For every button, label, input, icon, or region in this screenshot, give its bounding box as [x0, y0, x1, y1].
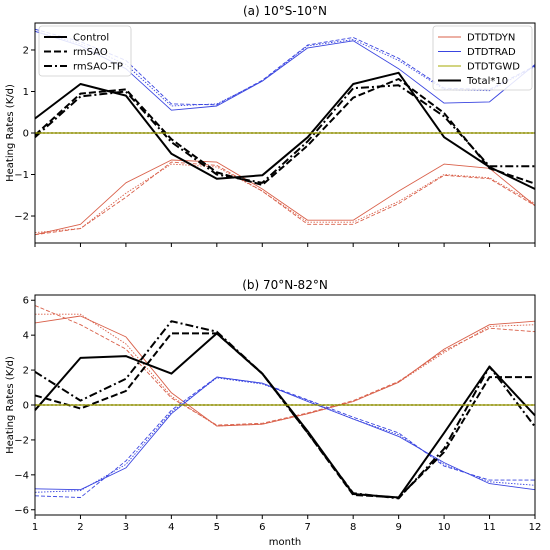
- panel-a-line-dtdtdyn-control: [34, 159, 536, 236]
- panel-b-line-dtdtdyn-rmsao-tp: [35, 313, 536, 427]
- panel-b-xtick-label: 11: [483, 522, 496, 533]
- panel-a-ytick-label: −2: [14, 212, 29, 223]
- panel-b-xtick-label: 10: [438, 522, 451, 533]
- panel-b-xtick-label: 5: [214, 522, 220, 533]
- panel-b-xtick-label: 12: [529, 522, 542, 533]
- legend-components-box: [432, 25, 533, 91]
- legend-components: DTDTDYN DTDTRAD DTDTGWD Total*10: [432, 25, 533, 91]
- panel-b-line-total-x10-rmsao-tp: [34, 320, 536, 500]
- panel-a-ytick-label: −1: [14, 170, 29, 181]
- panel-a-plot-area: −2 −1 0 1 2: [14, 22, 536, 247]
- panel-b-xlabel: month: [269, 537, 301, 548]
- panel-b-xtick-label: 1: [32, 522, 38, 533]
- panel-b-ytick-label: 4: [23, 331, 29, 342]
- legend-label-control: Control: [73, 33, 109, 44]
- panel-a-line-dtdtdyn-rmsao: [34, 161, 536, 236]
- panel-b-line-dtdtdyn-rmsao: [34, 305, 536, 426]
- legend-label-dtdtgwd: DTDTGWD: [467, 62, 520, 73]
- panel-b-ytick-label: −2: [14, 435, 29, 446]
- panel-b-line-dtdtrad-control: [34, 376, 536, 491]
- legend-label-rmsao-tp: rmSAO-TP: [73, 62, 123, 73]
- legend-experiments-box: [38, 25, 132, 77]
- panel-a-line-total-x10-control: [34, 71, 536, 190]
- panel-b-ytick-label: 6: [23, 296, 29, 307]
- panel-b-ylabel: Heating Rates (K/d): [5, 356, 16, 454]
- legend-label-dtdtdyn: DTDTDYN: [467, 33, 515, 44]
- panel-b-title: (b) 70°N-82°N: [242, 278, 328, 292]
- panel-b-line-total-x10-rmsao: [34, 332, 535, 499]
- panel-b-line-dtdtrad-rmsao: [34, 376, 535, 498]
- panel-b-xtick-label: 4: [168, 522, 174, 533]
- panel-a-ytick-label: 2: [23, 45, 29, 56]
- panel-a-ytick-label: 1: [23, 87, 29, 98]
- legend-label-total-x10: Total*10: [466, 76, 508, 87]
- panel-b-ytick-label: −4: [14, 470, 29, 481]
- panel-b-ytick-label: 0: [23, 401, 29, 412]
- panel-b-xtick-label: 3: [123, 522, 129, 533]
- panel-b-xtick-label: 6: [259, 522, 265, 533]
- panel-b-xtick-label: 2: [77, 522, 83, 533]
- panel-a: (a) 10°S-10°N −2 −1 0 1 2 Heating Rates (K/d…: [5, 4, 536, 247]
- legend-experiments: Control rmSAO rmSAO-TP: [38, 25, 132, 77]
- panel-b-xtick-label: 9: [395, 522, 401, 533]
- panel-a-ytick-label: 0: [23, 129, 29, 140]
- panel-a-line-total-x10-rmsao: [34, 78, 536, 186]
- panel-b-line-total-x10-control: [34, 332, 536, 499]
- panel-a-line-dtdtdyn-rmsao-tp: [34, 163, 536, 234]
- panel-b-xtick-label: 7: [305, 522, 311, 533]
- panel-a-line-total-x10-rmsao-tp: [34, 84, 535, 184]
- panel-b-ytick-label: −6: [14, 505, 29, 516]
- legend-label-dtdtrad: DTDTRAD: [467, 47, 516, 58]
- panel-b-line-dtdtrad-rmsao-tp: [34, 377, 536, 493]
- panel-b-ytick-label: 2: [23, 366, 29, 377]
- panel-a-ylabel: Heating Rates (K/d): [5, 84, 16, 182]
- legend-label-rmsao: rmSAO: [73, 47, 108, 58]
- panel-b-xtick-label: 8: [350, 522, 356, 533]
- panel-a-title: (a) 10°S-10°N: [243, 4, 327, 18]
